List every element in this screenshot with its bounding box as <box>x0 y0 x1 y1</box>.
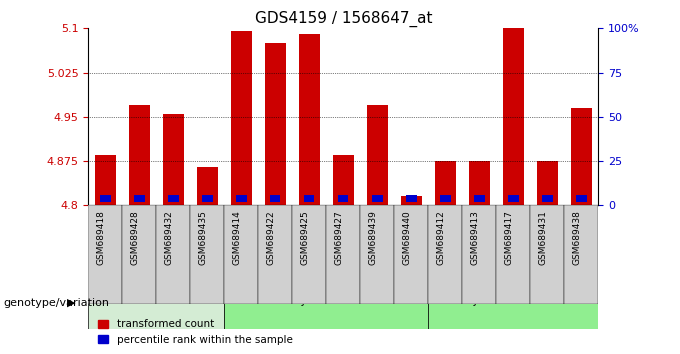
Bar <box>237 195 247 202</box>
FancyBboxPatch shape <box>88 273 224 329</box>
FancyBboxPatch shape <box>258 205 292 304</box>
Bar <box>299 34 320 205</box>
Text: control: control <box>138 296 175 306</box>
Text: GSM689435: GSM689435 <box>197 208 207 267</box>
FancyBboxPatch shape <box>394 205 428 304</box>
Bar <box>95 155 116 205</box>
Title: GDS4159 / 1568647_at: GDS4159 / 1568647_at <box>254 11 432 27</box>
FancyBboxPatch shape <box>428 205 462 304</box>
Bar <box>333 155 354 205</box>
Bar <box>129 105 150 205</box>
Text: GSM689440: GSM689440 <box>401 208 411 267</box>
FancyBboxPatch shape <box>156 205 190 304</box>
FancyBboxPatch shape <box>190 205 224 304</box>
Bar <box>474 195 484 202</box>
Bar <box>231 31 252 205</box>
Text: GSM689438: GSM689438 <box>571 208 581 267</box>
Bar <box>135 195 144 202</box>
Bar <box>576 195 586 202</box>
FancyBboxPatch shape <box>462 205 496 304</box>
Text: GSM689412: GSM689412 <box>435 208 445 267</box>
Bar <box>372 195 382 202</box>
Bar <box>338 195 348 202</box>
Text: GSM689428: GSM689428 <box>129 208 139 267</box>
Text: COP1.JUN.ETV1 knockdown: COP1.JUN.ETV1 knockdown <box>442 296 585 306</box>
Text: GSM689425: GSM689425 <box>299 208 309 267</box>
FancyBboxPatch shape <box>360 205 394 304</box>
Text: GSM689435: GSM689435 <box>199 210 207 265</box>
Text: GSM689418: GSM689418 <box>95 208 105 267</box>
Text: GSM689417: GSM689417 <box>505 210 513 265</box>
FancyBboxPatch shape <box>88 205 122 304</box>
Text: GSM689427: GSM689427 <box>335 210 343 265</box>
Text: GSM689440: GSM689440 <box>403 210 411 265</box>
Bar <box>197 167 218 205</box>
Bar <box>270 195 280 202</box>
Text: GSM689418: GSM689418 <box>97 210 105 265</box>
Text: GSM689438: GSM689438 <box>573 210 581 265</box>
FancyBboxPatch shape <box>224 273 428 329</box>
Bar <box>367 105 388 205</box>
Text: GSM689413: GSM689413 <box>471 210 479 265</box>
Bar <box>435 161 456 205</box>
Bar <box>163 114 184 205</box>
Legend: transformed count, percentile rank within the sample: transformed count, percentile rank withi… <box>94 315 296 349</box>
Bar <box>537 161 558 205</box>
FancyBboxPatch shape <box>122 205 156 304</box>
Bar <box>265 43 286 205</box>
FancyBboxPatch shape <box>292 205 326 304</box>
FancyBboxPatch shape <box>428 273 598 329</box>
Text: GSM689422: GSM689422 <box>267 210 275 265</box>
Bar <box>469 161 490 205</box>
FancyBboxPatch shape <box>530 205 564 304</box>
Text: GSM689412: GSM689412 <box>437 210 445 265</box>
Text: GSM689439: GSM689439 <box>369 210 377 265</box>
Bar <box>304 195 314 202</box>
Bar <box>406 195 416 202</box>
Text: genotype/variation: genotype/variation <box>3 298 109 308</box>
Text: GSM689413: GSM689413 <box>469 208 479 267</box>
FancyBboxPatch shape <box>326 205 360 304</box>
FancyBboxPatch shape <box>564 205 598 304</box>
Bar <box>508 195 518 202</box>
Bar <box>571 108 592 205</box>
Text: GSM689432: GSM689432 <box>165 210 173 265</box>
Text: GSM689439: GSM689439 <box>367 208 377 267</box>
FancyBboxPatch shape <box>224 205 258 304</box>
Text: GSM689432: GSM689432 <box>163 208 173 267</box>
Bar <box>101 195 110 202</box>
Text: GSM689422: GSM689422 <box>265 208 275 267</box>
Bar <box>401 196 422 205</box>
Text: ▶: ▶ <box>67 298 75 308</box>
Bar <box>203 195 212 202</box>
FancyBboxPatch shape <box>496 205 530 304</box>
Text: GSM689431: GSM689431 <box>539 210 547 265</box>
Text: GSM689414: GSM689414 <box>231 208 241 267</box>
Text: GSM689425: GSM689425 <box>301 210 309 265</box>
Bar <box>542 195 552 202</box>
Text: GSM689428: GSM689428 <box>131 210 139 265</box>
Bar <box>169 195 178 202</box>
Text: GSM689427: GSM689427 <box>333 208 343 267</box>
Text: GSM689431: GSM689431 <box>537 208 547 267</box>
Bar <box>503 28 524 205</box>
Text: GSM689414: GSM689414 <box>233 210 241 265</box>
Text: COP1.JUN knockdown: COP1.JUN knockdown <box>270 296 383 306</box>
Text: GSM689417: GSM689417 <box>503 208 513 267</box>
Bar <box>441 195 450 202</box>
